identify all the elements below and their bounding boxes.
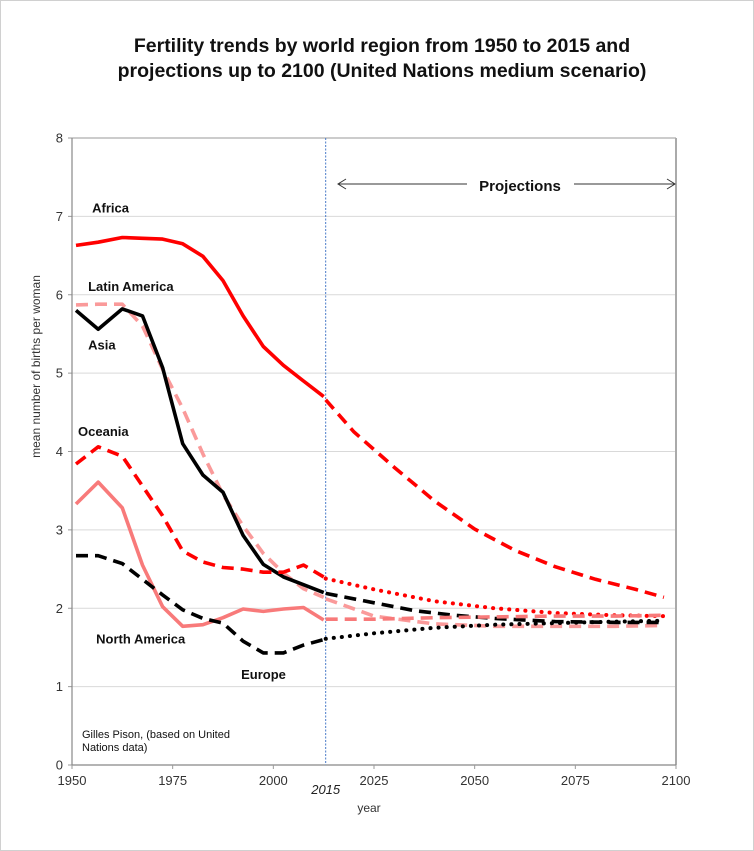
source-note-line: Nations data)	[82, 742, 147, 754]
source-note-line: Gilles Pison, (based on United	[82, 729, 230, 741]
series-north-america-historical	[74, 480, 325, 629]
annotations: Projections Gilles Pison, (based on Unite…	[82, 178, 676, 754]
x-tick-label: 2050	[460, 773, 489, 788]
series-label-latin-america: Latin America	[88, 279, 174, 294]
x-tick-label: 1950	[58, 773, 87, 788]
y-tick-label: 5	[56, 366, 63, 381]
series-label-asia: Asia	[88, 338, 116, 353]
y-tick-label: 1	[56, 679, 63, 694]
x-tick-label: 2100	[662, 773, 691, 788]
x-tick-label: 2025	[360, 773, 389, 788]
y-tick-label: 7	[56, 209, 63, 224]
x-axis-title: year	[357, 801, 380, 815]
series-europe-projection	[323, 618, 666, 641]
y-tick-label: 8	[56, 131, 63, 146]
y-tick-label: 3	[56, 522, 63, 537]
series-labels: Africa Latin America Asia Oceania North Amer…	[78, 200, 286, 681]
projections-arrow-left-head	[337, 178, 347, 190]
series-africa-projection	[324, 398, 665, 600]
series-asia-historical	[74, 307, 325, 595]
chart-title: Fertility trends by world region from 19…	[0, 34, 754, 84]
series-oceania-historical	[74, 444, 325, 579]
series-label-oceania: Oceania	[78, 424, 129, 439]
y-tick-label: 4	[56, 444, 63, 459]
series-label-north-america: North America	[96, 632, 186, 647]
axes: 0 1 2 3 4 5 6 7 8 1950 1975 2000 2025 2050 2075 2100 yea…	[29, 131, 690, 816]
y-tick-label: 0	[56, 758, 63, 773]
series-label-europe: Europe	[241, 667, 286, 682]
series-label-africa: Africa	[92, 200, 130, 215]
series-europe-historical	[76, 553, 325, 655]
series-lines	[74, 235, 666, 655]
series-africa-historical	[75, 235, 325, 399]
projections-label: Projections	[479, 178, 561, 195]
chart-title-line-2: projections up to 2100 (United Nations m…	[117, 60, 647, 82]
y-tick-label: 2	[56, 601, 63, 616]
projection-divider: 2015	[310, 138, 341, 797]
y-axis-title: mean number of births per woman	[29, 275, 43, 458]
projection-start-label: 2015	[310, 782, 341, 797]
series-north-america-projection	[325, 613, 664, 622]
y-tick-label: 6	[56, 287, 63, 302]
x-tick-label: 1975	[158, 773, 187, 788]
x-tick-label: 2075	[561, 773, 590, 788]
chart-title-line-1: Fertility trends by world region from 19…	[133, 35, 631, 57]
projections-arrow-right-head	[666, 178, 676, 190]
x-tick-label: 2000	[259, 773, 288, 788]
